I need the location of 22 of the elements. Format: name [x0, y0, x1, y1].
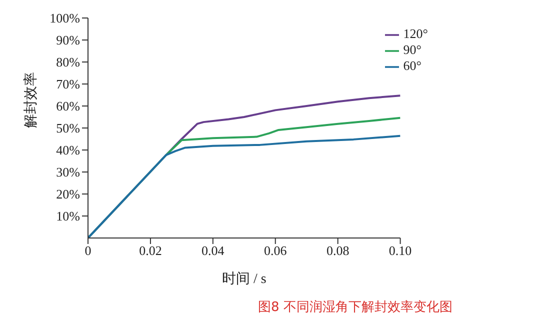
y-tick-label: 90%	[56, 32, 80, 48]
y-axis-title: 解封效率	[22, 72, 39, 128]
x-axis-title: 时间 / s	[222, 271, 266, 287]
legend-label: 90°	[403, 42, 422, 58]
x-tick-label: 0	[84, 243, 92, 258]
legend-label: 120°	[403, 26, 428, 41]
y-tick-label: 100%	[50, 10, 80, 26]
x-tick-label: 0.04	[202, 243, 225, 258]
legend-label: 60°	[403, 58, 422, 74]
x-tick-label: 0.02	[139, 243, 162, 258]
x-tick-label: 0.08	[326, 243, 350, 258]
x-tick-label: 0.06	[264, 243, 288, 258]
y-tick-label: 10%	[56, 208, 80, 224]
y-tick-label: 70%	[56, 76, 80, 92]
y-tick-label: 50%	[56, 120, 80, 136]
y-tick-label: 60%	[56, 98, 80, 114]
y-tick-label: 30%	[56, 164, 80, 180]
x-tick-label: 0.10	[388, 243, 412, 258]
caption: 图8 不同润湿角下解封效率变化图	[258, 299, 452, 316]
y-tick-label: 20%	[56, 186, 80, 202]
y-tick-label: 40%	[56, 142, 80, 158]
y-tick-label: 80%	[56, 54, 80, 70]
